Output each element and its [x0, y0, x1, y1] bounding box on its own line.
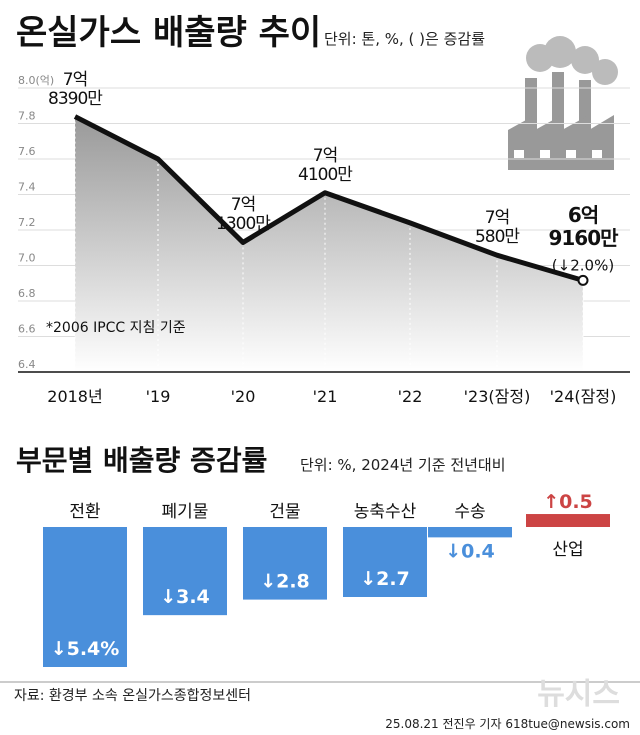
area [75, 116, 583, 372]
subtitle: 단위: %, 2024년 기준 전년대비 [300, 456, 506, 474]
value-label: ↓3.4 [160, 586, 210, 608]
category-label: 농축수산 [354, 502, 417, 522]
x-tick-label: '20 [231, 387, 256, 406]
x-tick-label: 2018년 [47, 387, 102, 406]
y-tick-label: 6.4 [18, 358, 36, 371]
bar [243, 527, 327, 600]
x-tick-label: '24(잠정) [550, 387, 617, 406]
y-tick-label: 6.8 [18, 287, 36, 300]
x-tick-label: '22 [398, 387, 423, 406]
watermark: 뉴시스 [537, 677, 620, 712]
x-tick-label: '23(잠정) [464, 387, 531, 406]
line [73, 114, 584, 283]
value-label: ↓5.4% [51, 638, 120, 660]
bar [526, 514, 610, 527]
y-tick-label: 7.6 [18, 145, 36, 158]
factory-icon [508, 36, 618, 170]
value-label: 7억 4100만 [298, 145, 353, 185]
value-label: ↓2.8 [260, 571, 310, 593]
bar [343, 527, 427, 597]
bar [143, 527, 227, 616]
category-label: 폐기물 [162, 502, 209, 522]
subtitle: 단위: 톤, %, ( )은 증감률 [324, 30, 485, 48]
value-label: 7억 580만 [474, 208, 520, 248]
value-label: ↓2.7 [360, 568, 410, 590]
value-label: 7억 8390만 [48, 69, 103, 109]
y-tick-label: 7.8 [18, 110, 36, 123]
source: 자료: 환경부 소속 온실가스종합정보센터 [14, 688, 251, 704]
annotation: *2006 IPCC 지침 기준 [46, 320, 186, 336]
y-tick-label: 7.0 [18, 252, 36, 265]
title: 부문별 배출량 증감률 [16, 444, 267, 477]
category-label: 전환 [69, 502, 100, 522]
y-tick-label: 7.2 [18, 216, 36, 229]
value-label: 7억 1300만 [216, 195, 271, 235]
point [577, 274, 589, 286]
bar [428, 527, 512, 538]
credit: 25.08.21 전진우 기자 618tue@newsis.com [385, 717, 630, 731]
y-tick-label: 6.6 [18, 323, 36, 336]
bar [43, 527, 127, 667]
value-label: ↑0.5 [543, 491, 593, 513]
category-label: 건물 [269, 502, 300, 522]
title: 온실가스 배출량 추이 [16, 13, 321, 53]
annotation: (↓2.0%) [552, 256, 614, 274]
category-label: 산업 [552, 540, 583, 560]
y-tick-label: 8.0(억) [18, 74, 54, 87]
y-tick-label: 7.4 [18, 181, 36, 194]
value-label: 6억 9160만 [548, 203, 618, 251]
category-label: 수송 [454, 502, 485, 522]
x-tick-label: '19 [146, 387, 171, 406]
value-label: ↓0.4 [445, 540, 495, 562]
x-tick-label: '21 [313, 387, 338, 406]
